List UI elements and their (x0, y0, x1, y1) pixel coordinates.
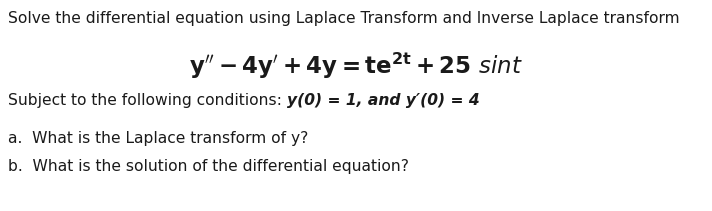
Text: Subject to the following conditions:: Subject to the following conditions: (8, 93, 287, 108)
Text: b.  What is the solution of the differential equation?: b. What is the solution of the different… (8, 159, 409, 174)
Text: $\mathbf{y'' - 4y' + 4y = te^{2t} + 25\ \mathit{sint}}$: $\mathbf{y'' - 4y' + 4y = te^{2t} + 25\ … (189, 51, 523, 81)
Text: a.  What is the Laplace transform of y?: a. What is the Laplace transform of y? (8, 131, 308, 146)
Text: Solve the differential equation using Laplace Transform and Inverse Laplace tran: Solve the differential equation using La… (8, 11, 680, 26)
Text: y(0) = 1, and y′(0) = 4: y(0) = 1, and y′(0) = 4 (287, 93, 479, 108)
